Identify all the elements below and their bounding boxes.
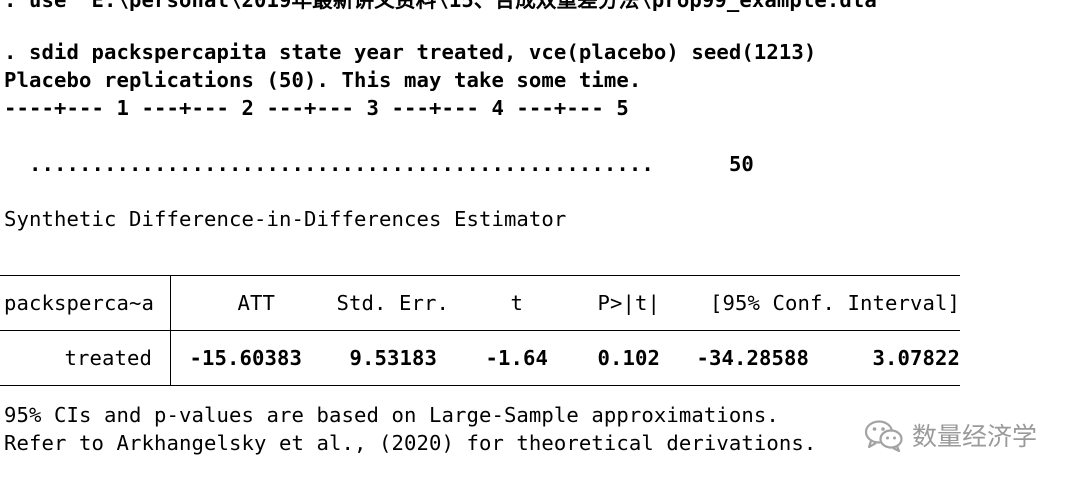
header-conf-interval: [95% Conf. Interval]: [710, 291, 960, 315]
cell-ci-low: -34.28588: [696, 346, 809, 370]
table-header-rule: [0, 330, 960, 331]
note-line-1: 95% CIs and p-values are based on Large-…: [4, 403, 779, 427]
cell-p-value: 0.102: [597, 346, 660, 370]
command-line: . sdid packspercapita state year treated…: [4, 40, 817, 64]
depvar-label: packsperca~a: [4, 291, 154, 315]
header-std-err: Std. Err.: [336, 291, 449, 315]
cell-att: -15.60383: [189, 346, 302, 370]
note-line-2: Refer to Arkhangelsky et al., (2020) for…: [4, 431, 817, 455]
estimator-title: Synthetic Difference-in-Differences Esti…: [4, 207, 567, 231]
cell-ci-high: 3.07822: [872, 346, 960, 370]
progress-count: 50: [728, 152, 754, 176]
header-att: ATT: [237, 291, 275, 315]
previous-command-line: . use "E:\personal\2019年最新讲义资料\15、合成双重差分…: [4, 0, 877, 12]
watermark: 数量经济学: [864, 418, 1037, 452]
wechat-icon: [864, 418, 904, 452]
header-p-value: P>|t|: [597, 291, 660, 315]
cell-std-err: 9.53183: [349, 346, 437, 370]
progress-dots-text: ........................................…: [29, 152, 654, 176]
row-label-treated: treated: [64, 346, 152, 370]
placebo-message: Placebo replications (50). This may take…: [4, 68, 642, 92]
header-t: t: [510, 291, 523, 315]
table-column-divider: [170, 275, 171, 386]
table-top-rule: [0, 275, 960, 276]
progress-dots: ........................................…: [4, 122, 754, 178]
progress-ruler: ----+--- 1 ---+--- 2 ---+--- 3 ---+--- 4…: [4, 96, 629, 120]
table-bottom-rule: [0, 385, 960, 386]
watermark-text: 数量经济学: [912, 422, 1038, 451]
cell-t: -1.64: [485, 346, 548, 370]
